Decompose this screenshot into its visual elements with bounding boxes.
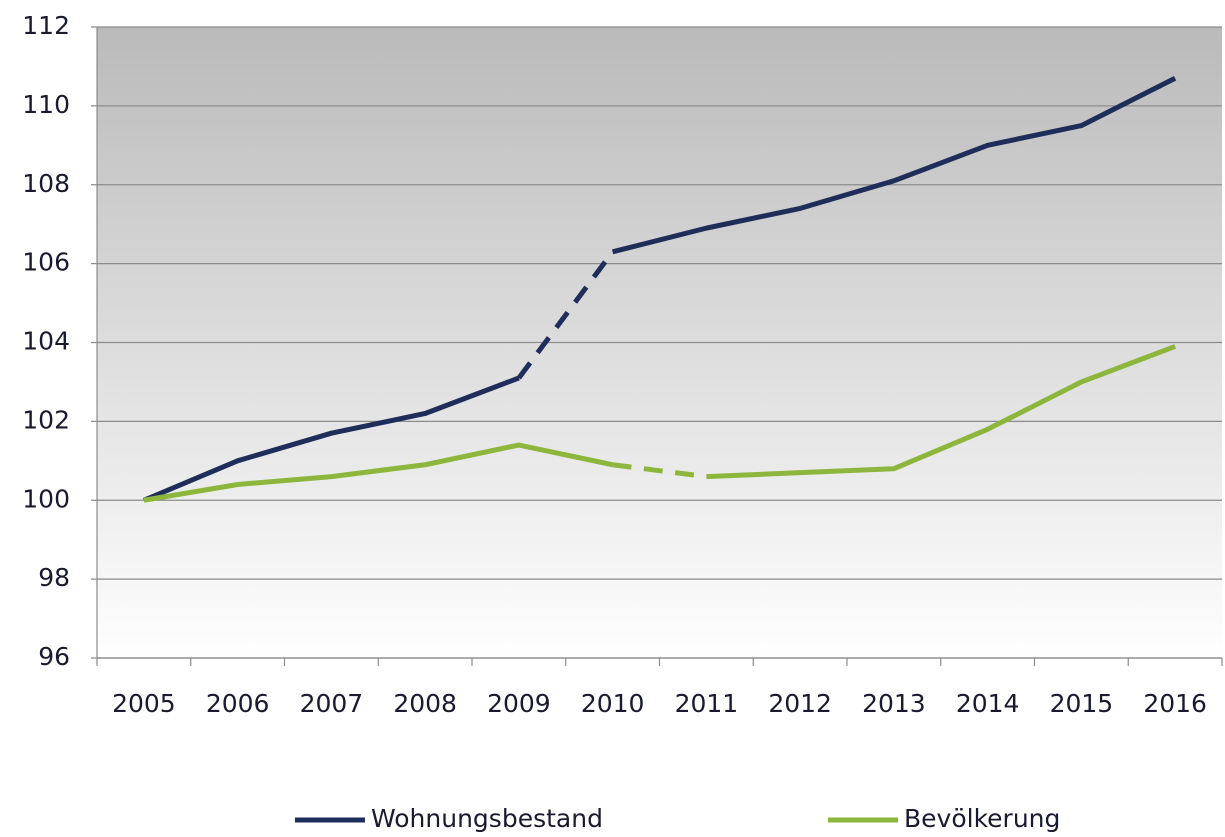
series-line xyxy=(143,344,1177,503)
x-tick-label: 2005 xyxy=(112,689,176,718)
x-tick-label: 2008 xyxy=(393,689,457,718)
x-tick-label: 2010 xyxy=(581,689,645,718)
y-tick-label: 104 xyxy=(22,327,70,356)
y-tick-label: 96 xyxy=(38,642,70,671)
x-tick-label: 2015 xyxy=(1050,689,1114,718)
x-tick-label: 2006 xyxy=(206,689,270,718)
y-tick-label: 106 xyxy=(22,248,70,277)
y-tick-label: 102 xyxy=(22,405,70,434)
legend-label: Bevölkerung xyxy=(904,804,1060,833)
y-tick-label: 100 xyxy=(22,484,70,513)
x-tick-label: 2007 xyxy=(300,689,364,718)
x-tick-label: 2016 xyxy=(1143,689,1207,718)
x-tick-label: 2013 xyxy=(862,689,926,718)
x-tick-label: 2014 xyxy=(956,689,1020,718)
y-tick-label: 112 xyxy=(22,11,70,40)
x-tick-label: 2009 xyxy=(487,689,551,718)
legend-label: Wohnungsbestand xyxy=(371,804,603,833)
y-tick-label: 98 xyxy=(38,563,70,592)
x-tick-label: 2011 xyxy=(675,689,739,718)
series-line xyxy=(142,76,1177,503)
x-tick-label: 2012 xyxy=(768,689,832,718)
y-tick-label: 110 xyxy=(22,90,70,119)
y-tick-label: 108 xyxy=(22,169,70,198)
